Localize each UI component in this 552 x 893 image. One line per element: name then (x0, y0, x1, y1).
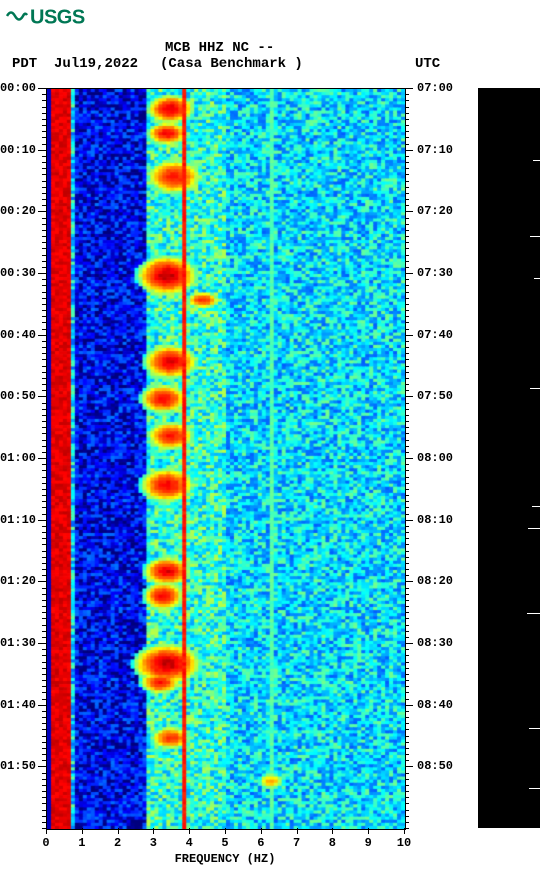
y-right-label: 08:20 (417, 574, 453, 588)
y-left-label: 01:20 (0, 574, 36, 588)
y-left-label: 01:40 (0, 698, 36, 712)
y-right-label: 07:00 (417, 81, 453, 95)
usgs-text: USGS (30, 6, 85, 28)
y-axis-left: 00:0000:1000:2000:3000:4000:5001:0001:10… (0, 88, 46, 828)
left-timezone-date: PDT Jul19,2022 (12, 56, 138, 72)
y-left-label: 00:20 (0, 204, 36, 218)
y-right-label: 08:00 (417, 451, 453, 465)
y-right-label: 08:50 (417, 759, 453, 773)
x-tick-label: 7 (293, 836, 300, 850)
x-axis: FREQUENCY (HZ) 012345678910 (46, 828, 404, 878)
y-right-label: 07:20 (417, 204, 453, 218)
x-tick-label: 5 (221, 836, 228, 850)
y-right-label: 07:40 (417, 328, 453, 342)
location-label: (Casa Benchmark ) (160, 56, 303, 72)
y-right-label: 08:30 (417, 636, 453, 650)
colorbar (478, 88, 540, 828)
y-axis-right: 07:0007:1007:2007:3007:4007:5008:0008:10… (405, 88, 475, 828)
x-tick-label: 6 (257, 836, 264, 850)
x-axis-title: FREQUENCY (HZ) (175, 852, 276, 866)
y-left-label: 00:50 (0, 389, 36, 403)
x-tick-label: 0 (42, 836, 49, 850)
y-left-label: 00:00 (0, 81, 36, 95)
station-code: MCB HHZ NC -- (165, 40, 274, 56)
right-timezone: UTC (415, 56, 440, 72)
y-left-label: 00:30 (0, 266, 36, 280)
x-tick-label: 2 (114, 836, 121, 850)
y-right-label: 07:10 (417, 143, 453, 157)
y-right-label: 08:10 (417, 513, 453, 527)
y-right-label: 07:50 (417, 389, 453, 403)
usgs-wave-icon (6, 6, 28, 30)
y-left-label: 01:00 (0, 451, 36, 465)
x-tick-label: 8 (329, 836, 336, 850)
spectrogram-plot (46, 88, 406, 830)
y-left-label: 00:40 (0, 328, 36, 342)
spectrogram-canvas (47, 89, 405, 829)
usgs-logo: USGS (6, 6, 85, 30)
y-left-label: 01:10 (0, 513, 36, 527)
x-tick-label: 4 (186, 836, 193, 850)
x-tick-label: 3 (150, 836, 157, 850)
y-left-label: 01:30 (0, 636, 36, 650)
x-tick-label: 10 (397, 836, 411, 850)
x-tick-label: 1 (78, 836, 85, 850)
x-tick-label: 9 (365, 836, 372, 850)
y-left-label: 01:50 (0, 759, 36, 773)
y-right-label: 08:40 (417, 698, 453, 712)
y-right-label: 07:30 (417, 266, 453, 280)
y-left-label: 00:10 (0, 143, 36, 157)
